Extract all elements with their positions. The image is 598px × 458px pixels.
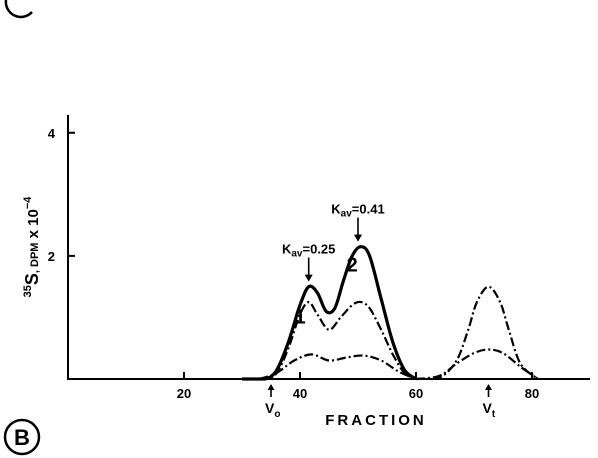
marker-label: Vt bbox=[483, 400, 496, 420]
x-tick-label: 60 bbox=[409, 386, 423, 401]
series-line-1 bbox=[241, 245, 417, 381]
series-line-3 bbox=[259, 353, 417, 381]
kav-letter: K bbox=[331, 202, 341, 217]
kav-annotation: Kav=0.41 bbox=[331, 202, 384, 220]
marker-arrow-head bbox=[267, 384, 275, 390]
marker-label-sub: o bbox=[274, 409, 280, 420]
marker-arrow-head bbox=[485, 384, 492, 390]
kav-sub: av bbox=[291, 249, 303, 260]
panel-label-text: B bbox=[14, 425, 30, 450]
ylabel-exponent: −4 bbox=[22, 196, 34, 209]
marker-label-sub: t bbox=[492, 409, 496, 420]
y-axis-label: 35S, DPM x 10−4 bbox=[22, 196, 42, 298]
marker-label: Vo bbox=[265, 400, 280, 420]
panel-label-circle bbox=[3, 418, 41, 456]
series-line-2 bbox=[241, 300, 417, 381]
kav-sub: av bbox=[341, 209, 353, 220]
curve-labels: 12 bbox=[294, 254, 357, 328]
panel-label: B bbox=[3, 418, 41, 456]
annotation-arrow-head bbox=[304, 274, 313, 282]
annotation-arrow-head bbox=[354, 234, 362, 242]
series-group bbox=[241, 245, 539, 381]
curve-label-2: 2 bbox=[347, 254, 358, 276]
x-tick-label: 20 bbox=[177, 386, 191, 401]
kav-value: =0.25 bbox=[303, 242, 336, 257]
y-tick-label: 2 bbox=[48, 249, 55, 264]
y-ticks: 24 bbox=[48, 126, 75, 264]
marker-label-main: V bbox=[483, 400, 493, 416]
x-tick-label: 40 bbox=[293, 386, 307, 401]
x-axis-label: FRACTION bbox=[325, 412, 427, 429]
y-tick-label: 4 bbox=[48, 126, 56, 141]
series-line-5 bbox=[415, 348, 539, 381]
kav-value: =0.41 bbox=[352, 202, 385, 217]
cropped-panel-marker bbox=[4, 0, 33, 19]
marker-label-main: V bbox=[265, 400, 275, 416]
ylabel-mult: x 10 bbox=[25, 209, 42, 242]
ylabel-main: S bbox=[22, 273, 42, 285]
curve-label-1: 1 bbox=[294, 307, 305, 329]
x-tick-label: 80 bbox=[525, 386, 539, 401]
ylabel-sub: , DPM bbox=[29, 243, 41, 274]
kav-letter: K bbox=[282, 242, 292, 257]
x-ticks: 20 40 60 80 bbox=[177, 372, 539, 401]
ylabel-superscript: 35 bbox=[22, 285, 34, 297]
axis-markers: Vo Vt bbox=[265, 384, 496, 420]
kav-annotation: Kav=0.25 bbox=[282, 242, 335, 260]
